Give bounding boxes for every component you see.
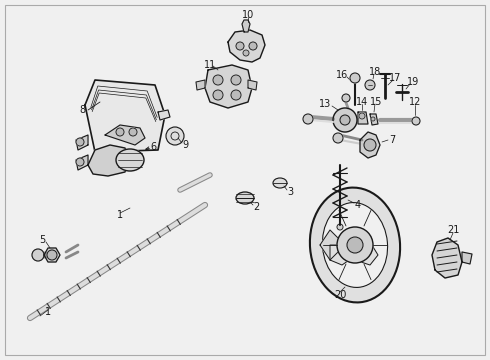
Ellipse shape (116, 149, 144, 171)
Polygon shape (320, 230, 345, 260)
Polygon shape (248, 80, 257, 90)
Text: 16: 16 (336, 70, 348, 80)
Ellipse shape (322, 203, 388, 287)
Circle shape (333, 108, 357, 132)
Circle shape (303, 114, 313, 124)
Circle shape (47, 250, 57, 260)
Ellipse shape (273, 178, 287, 188)
Text: 4: 4 (355, 200, 361, 210)
Circle shape (350, 73, 360, 83)
Polygon shape (360, 132, 380, 158)
Text: 13: 13 (319, 99, 331, 109)
Circle shape (365, 80, 375, 90)
Text: 17: 17 (389, 73, 401, 83)
Text: 2: 2 (253, 202, 259, 212)
Polygon shape (76, 155, 88, 170)
Circle shape (359, 113, 365, 119)
Text: 9: 9 (182, 140, 188, 150)
Polygon shape (432, 238, 462, 278)
Text: 7: 7 (389, 135, 395, 145)
Polygon shape (330, 245, 352, 265)
Polygon shape (358, 112, 368, 124)
Circle shape (364, 139, 376, 151)
Circle shape (333, 133, 343, 143)
Circle shape (243, 50, 249, 56)
Circle shape (371, 117, 375, 121)
Polygon shape (158, 110, 170, 120)
Polygon shape (228, 30, 265, 62)
Text: 3: 3 (287, 187, 293, 197)
Polygon shape (196, 80, 205, 90)
Circle shape (32, 249, 44, 261)
Circle shape (340, 115, 350, 125)
Text: 15: 15 (370, 97, 382, 107)
Text: 10: 10 (242, 10, 254, 20)
Circle shape (231, 75, 241, 85)
Circle shape (166, 127, 184, 145)
Circle shape (236, 42, 244, 50)
Polygon shape (105, 125, 145, 145)
Circle shape (231, 90, 241, 100)
Polygon shape (242, 20, 250, 32)
Polygon shape (355, 242, 378, 265)
Circle shape (337, 227, 373, 263)
Circle shape (213, 90, 223, 100)
Text: 5: 5 (39, 235, 45, 245)
Polygon shape (85, 80, 165, 152)
Circle shape (129, 128, 137, 136)
Ellipse shape (310, 188, 400, 302)
Circle shape (213, 75, 223, 85)
Circle shape (347, 237, 363, 253)
Text: 1: 1 (117, 210, 123, 220)
Text: 18: 18 (369, 67, 381, 77)
Text: 8: 8 (79, 105, 85, 115)
Text: 20: 20 (334, 290, 346, 300)
Text: 6: 6 (150, 142, 156, 152)
Text: 21: 21 (447, 225, 459, 235)
Text: 14: 14 (356, 97, 368, 107)
Circle shape (76, 158, 84, 166)
Polygon shape (462, 252, 472, 264)
Circle shape (249, 42, 257, 50)
Circle shape (337, 224, 343, 230)
Polygon shape (88, 145, 130, 176)
Text: 1: 1 (45, 307, 51, 317)
Circle shape (76, 138, 84, 146)
Polygon shape (370, 114, 378, 125)
Circle shape (412, 117, 420, 125)
Text: 12: 12 (409, 97, 421, 107)
Ellipse shape (236, 192, 254, 204)
Text: 19: 19 (407, 77, 419, 87)
Circle shape (342, 94, 350, 102)
Polygon shape (76, 135, 88, 150)
Polygon shape (205, 65, 252, 108)
Polygon shape (44, 248, 60, 262)
Circle shape (116, 128, 124, 136)
Text: 11: 11 (204, 60, 216, 70)
